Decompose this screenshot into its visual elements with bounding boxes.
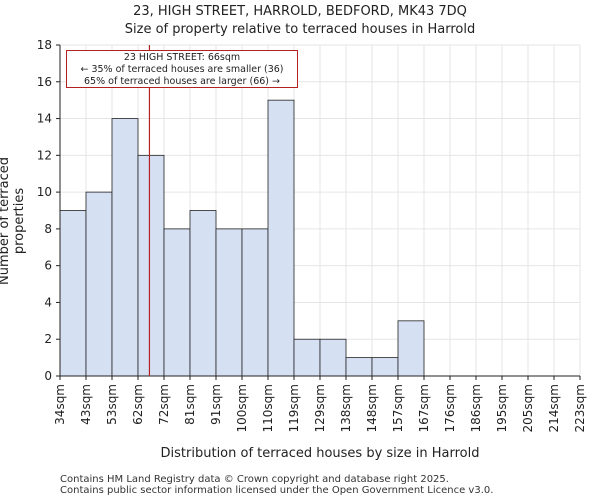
x-tick-label: 119sqm xyxy=(287,384,301,432)
histogram-bar xyxy=(371,357,399,377)
x-tick-label: 53sqm xyxy=(105,384,119,425)
annotation-line1: 23 HIGH STREET: 66sqm xyxy=(123,52,241,63)
histogram-bar xyxy=(319,338,347,377)
histogram-bar xyxy=(163,228,191,377)
x-tick-label: 34sqm xyxy=(53,384,67,425)
annotation-line3: 65% of terraced houses are larger (66) → xyxy=(84,76,280,87)
chart-title-line2: Size of property relative to terraced ho… xyxy=(124,22,476,37)
y-tick-label: 0 xyxy=(44,369,52,383)
x-tick-label: 195sqm xyxy=(495,384,509,432)
x-tick-label: 81sqm xyxy=(183,384,197,425)
y-tick-label: 4 xyxy=(44,295,52,309)
y-tick-label: 2 xyxy=(44,332,52,346)
y-tick-label: 10 xyxy=(37,185,52,199)
annotation-line2: ← 35% of terraced houses are smaller (36… xyxy=(80,64,284,75)
y-tick-label: 18 xyxy=(37,38,52,52)
x-tick-label: 148sqm xyxy=(365,384,379,432)
x-tick-label: 223sqm xyxy=(573,384,587,432)
histogram-bar xyxy=(85,191,113,377)
histogram-bar xyxy=(111,118,139,377)
histogram-bar xyxy=(189,210,217,377)
footer-line2: Contains public sector information licen… xyxy=(60,485,494,496)
x-tick-label: 167sqm xyxy=(417,384,431,432)
y-tick-label: 14 xyxy=(37,112,52,126)
histogram-bar xyxy=(241,228,269,377)
histogram-bar xyxy=(137,154,165,377)
x-tick-label: 72sqm xyxy=(157,384,171,425)
x-tick-label: 214sqm xyxy=(547,384,561,432)
y-tick-label: 8 xyxy=(44,222,52,236)
x-tick-label: 138sqm xyxy=(339,384,353,432)
x-tick-label: 176sqm xyxy=(443,384,457,432)
y-tick-label: 12 xyxy=(37,148,52,162)
x-tick-label: 62sqm xyxy=(131,384,145,425)
x-tick-label: 157sqm xyxy=(391,384,405,432)
x-tick-label: 186sqm xyxy=(469,384,483,432)
x-axis-label: Distribution of terraced houses by size … xyxy=(160,446,480,461)
chart-title-line1: 23, HIGH STREET, HARROLD, BEDFORD, MK43 … xyxy=(133,4,467,19)
histogram-bar xyxy=(215,228,243,377)
y-tick-label: 16 xyxy=(37,75,52,89)
histogram-bar xyxy=(293,338,321,377)
y-tick-label: 6 xyxy=(44,259,52,273)
x-tick-label: 205sqm xyxy=(521,384,535,432)
histogram-bar xyxy=(59,210,87,377)
x-tick-label: 43sqm xyxy=(79,384,93,425)
histogram-bar xyxy=(267,99,295,377)
marker-annotation: 23 HIGH STREET: 66sqm ← 35% of terraced … xyxy=(66,50,298,88)
histogram-bar xyxy=(345,357,373,377)
y-axis-label: Number of terraced properties xyxy=(0,157,27,285)
histogram-bar xyxy=(397,320,425,377)
x-tick-label: 100sqm xyxy=(235,384,249,432)
x-tick-label: 91sqm xyxy=(209,384,223,425)
footer-line1: Contains HM Land Registry data © Crown c… xyxy=(60,474,449,485)
x-tick-label: 129sqm xyxy=(313,384,327,432)
x-tick-label: 110sqm xyxy=(261,384,275,432)
